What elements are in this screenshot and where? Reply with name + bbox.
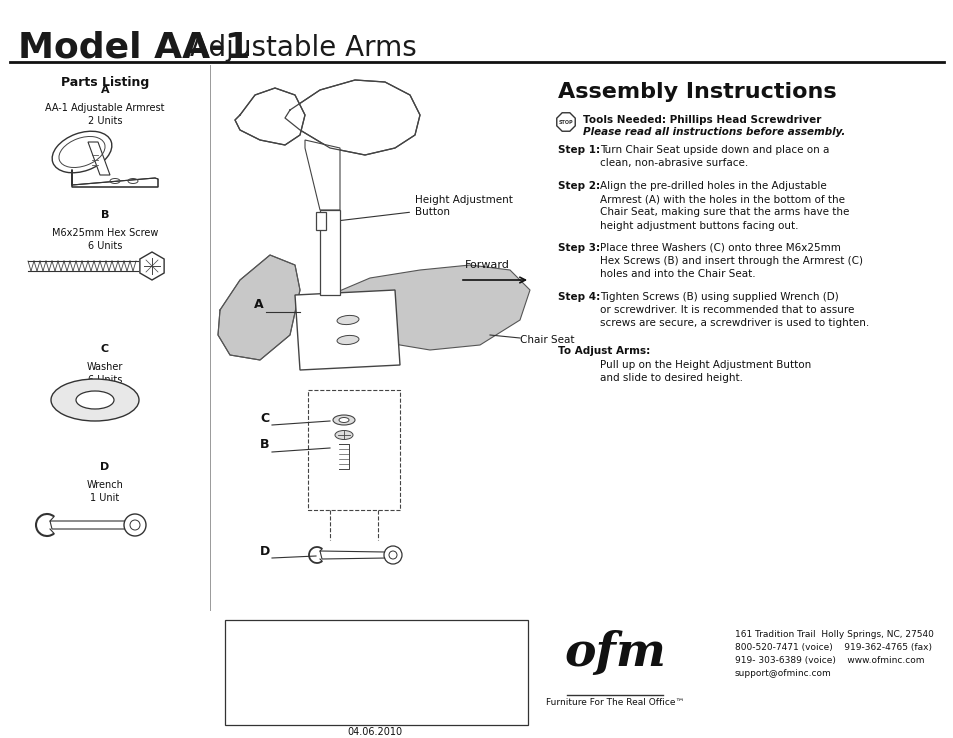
Text: ofm: ofm (563, 630, 665, 676)
Circle shape (384, 546, 401, 564)
Text: Place three Washers (C) onto three M6x25mm
Hex Screws (B) and insert through the: Place three Washers (C) onto three M6x25… (599, 243, 862, 280)
Text: AA-1 Adjustable Armrest
2 Units: AA-1 Adjustable Armrest 2 Units (45, 103, 165, 126)
Text: 919- 303-6389 (voice)    www.ofminc.com: 919- 303-6389 (voice) www.ofminc.com (734, 656, 923, 665)
Ellipse shape (51, 379, 139, 421)
Ellipse shape (336, 335, 358, 345)
Text: Please read all instructions before assembly.: Please read all instructions before asse… (582, 127, 844, 137)
Text: Chair Seat: Chair Seat (519, 335, 574, 345)
Text: Tools Needed: Phillips Head Screwdriver: Tools Needed: Phillips Head Screwdriver (582, 115, 821, 125)
Polygon shape (305, 140, 339, 210)
Polygon shape (319, 265, 530, 350)
Text: Washer
6 Units: Washer 6 Units (87, 362, 123, 385)
Text: Height Adjustment
Button: Height Adjustment Button (331, 195, 513, 221)
Circle shape (389, 551, 396, 559)
Text: To Adjust Arms:: To Adjust Arms: (558, 346, 650, 356)
Text: A: A (101, 85, 110, 95)
Polygon shape (140, 252, 164, 280)
Polygon shape (234, 88, 305, 145)
Ellipse shape (76, 391, 113, 409)
Polygon shape (557, 113, 575, 131)
Text: Assembly Notes:: Assembly Notes: (231, 625, 329, 635)
Circle shape (124, 514, 146, 536)
Text: Assembly Instructions: Assembly Instructions (558, 82, 836, 102)
Text: C: C (260, 412, 269, 425)
Text: Tighten Screws (B) using supplied Wrench (D)
or screwdriver. It is recommended t: Tighten Screws (B) using supplied Wrench… (599, 292, 868, 328)
Text: A: A (253, 298, 263, 311)
Polygon shape (319, 210, 339, 295)
Text: Parts Listing: Parts Listing (61, 76, 149, 89)
Text: B: B (101, 210, 109, 220)
Polygon shape (28, 261, 138, 271)
Text: support@ofminc.com: support@ofminc.com (734, 669, 831, 678)
Text: Step 1:: Step 1: (558, 145, 599, 155)
Ellipse shape (335, 430, 353, 440)
Text: Furniture For The Real Office™: Furniture For The Real Office™ (545, 698, 683, 707)
Text: D: D (100, 462, 110, 472)
Text: During assembly, hand tighten screws. Only when all screws
are in place, you may: During assembly, hand tighten screws. On… (231, 638, 528, 661)
Text: Model AA-1: Model AA-1 (18, 31, 250, 65)
Circle shape (130, 520, 140, 530)
Polygon shape (88, 142, 110, 175)
Ellipse shape (333, 415, 355, 425)
Text: Step 2:: Step 2: (558, 181, 599, 191)
Text: 1. Do not use this chair as a step ladder.
2. Check for loose screws and tighten: 1. Do not use this chair as a step ladde… (231, 678, 526, 701)
Text: C: C (101, 344, 109, 354)
Text: M6x25mm Hex Screw
6 Units: M6x25mm Hex Screw 6 Units (51, 228, 158, 251)
Ellipse shape (338, 418, 349, 422)
Text: Forward: Forward (464, 260, 509, 270)
Ellipse shape (52, 131, 112, 173)
Text: Pull up on the Height Adjustment Button
and slide to desired height.: Pull up on the Height Adjustment Button … (599, 360, 810, 383)
Ellipse shape (336, 315, 358, 325)
Text: 800-520-7471 (voice)    919-362-4765 (fax): 800-520-7471 (voice) 919-362-4765 (fax) (734, 643, 931, 652)
Polygon shape (294, 290, 399, 370)
Text: Wrench
1 Unit: Wrench 1 Unit (87, 480, 123, 503)
Text: Step 4:: Step 4: (558, 292, 599, 302)
FancyBboxPatch shape (315, 212, 326, 230)
Text: 161 Tradition Trail  Holly Springs, NC, 27540: 161 Tradition Trail Holly Springs, NC, 2… (734, 630, 933, 639)
Text: STOP: STOP (558, 120, 573, 125)
Text: CAUTION:: CAUTION: (231, 665, 287, 675)
FancyBboxPatch shape (225, 620, 527, 725)
Polygon shape (71, 170, 158, 187)
Text: Step 3:: Step 3: (558, 243, 599, 253)
Polygon shape (218, 255, 299, 360)
Polygon shape (285, 80, 419, 155)
Text: Align the pre-drilled holes in the Adjustable
Armrest (A) with the holes in the : Align the pre-drilled holes in the Adjus… (599, 181, 848, 230)
Text: B: B (260, 438, 269, 451)
Text: Turn Chair Seat upside down and place on a
clean, non-abrasive surface.: Turn Chair Seat upside down and place on… (599, 145, 828, 168)
Text: Adjustable Arms: Adjustable Arms (190, 34, 416, 62)
Text: D: D (260, 545, 270, 558)
Text: 04.06.2010: 04.06.2010 (347, 727, 402, 737)
Polygon shape (319, 551, 387, 559)
Polygon shape (50, 521, 127, 529)
